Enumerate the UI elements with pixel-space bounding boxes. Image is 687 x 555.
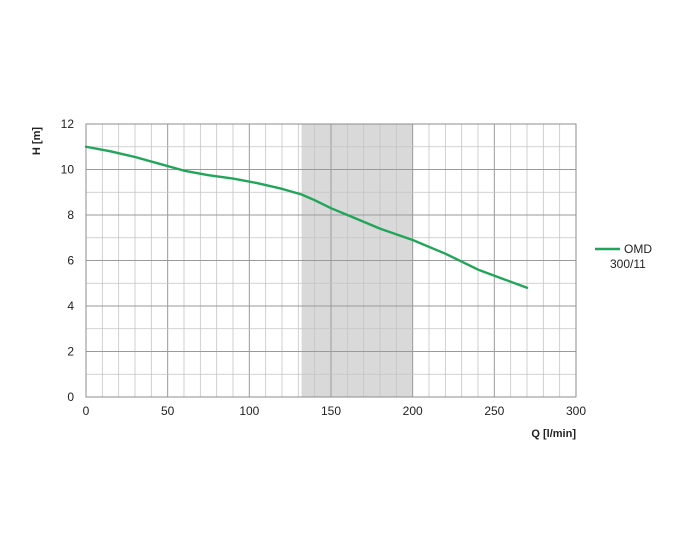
y-tick-label: 6: [67, 254, 74, 268]
x-tick-label: 0: [83, 404, 90, 418]
legend-label-line-1: OMD: [624, 242, 652, 256]
y-tick-label: 10: [61, 163, 75, 177]
series-line-0: [84, 145, 529, 289]
plot-frame: [85, 123, 577, 398]
x-tick-label: 300: [566, 404, 586, 418]
x-tick-label: 250: [484, 404, 504, 418]
legend-label: OMD 300/11: [610, 242, 655, 271]
x-tick-label: 50: [161, 404, 175, 418]
x-tick-label: 200: [403, 404, 423, 418]
x-tick-label: 100: [239, 404, 259, 418]
y-axis-label: H [m]: [31, 127, 43, 155]
x-tick-label: 150: [321, 404, 341, 418]
tick-label-layer: 0 50 100 150 200 250 300 0 2 4 6 8 10 12: [61, 117, 587, 418]
grid-layer: [85, 123, 577, 398]
legend: OMD 300/11: [595, 242, 655, 271]
y-tick-label: 4: [67, 299, 74, 313]
y-tick-label: 12: [61, 117, 75, 131]
legend-label-line-2: 300/11: [610, 257, 646, 271]
x-axis-label: Q [l/min]: [531, 428, 576, 440]
y-tick-label: 0: [67, 390, 74, 404]
y-tick-label: 8: [67, 208, 74, 222]
series-layer: [84, 145, 529, 289]
y-tick-label: 2: [67, 345, 74, 359]
